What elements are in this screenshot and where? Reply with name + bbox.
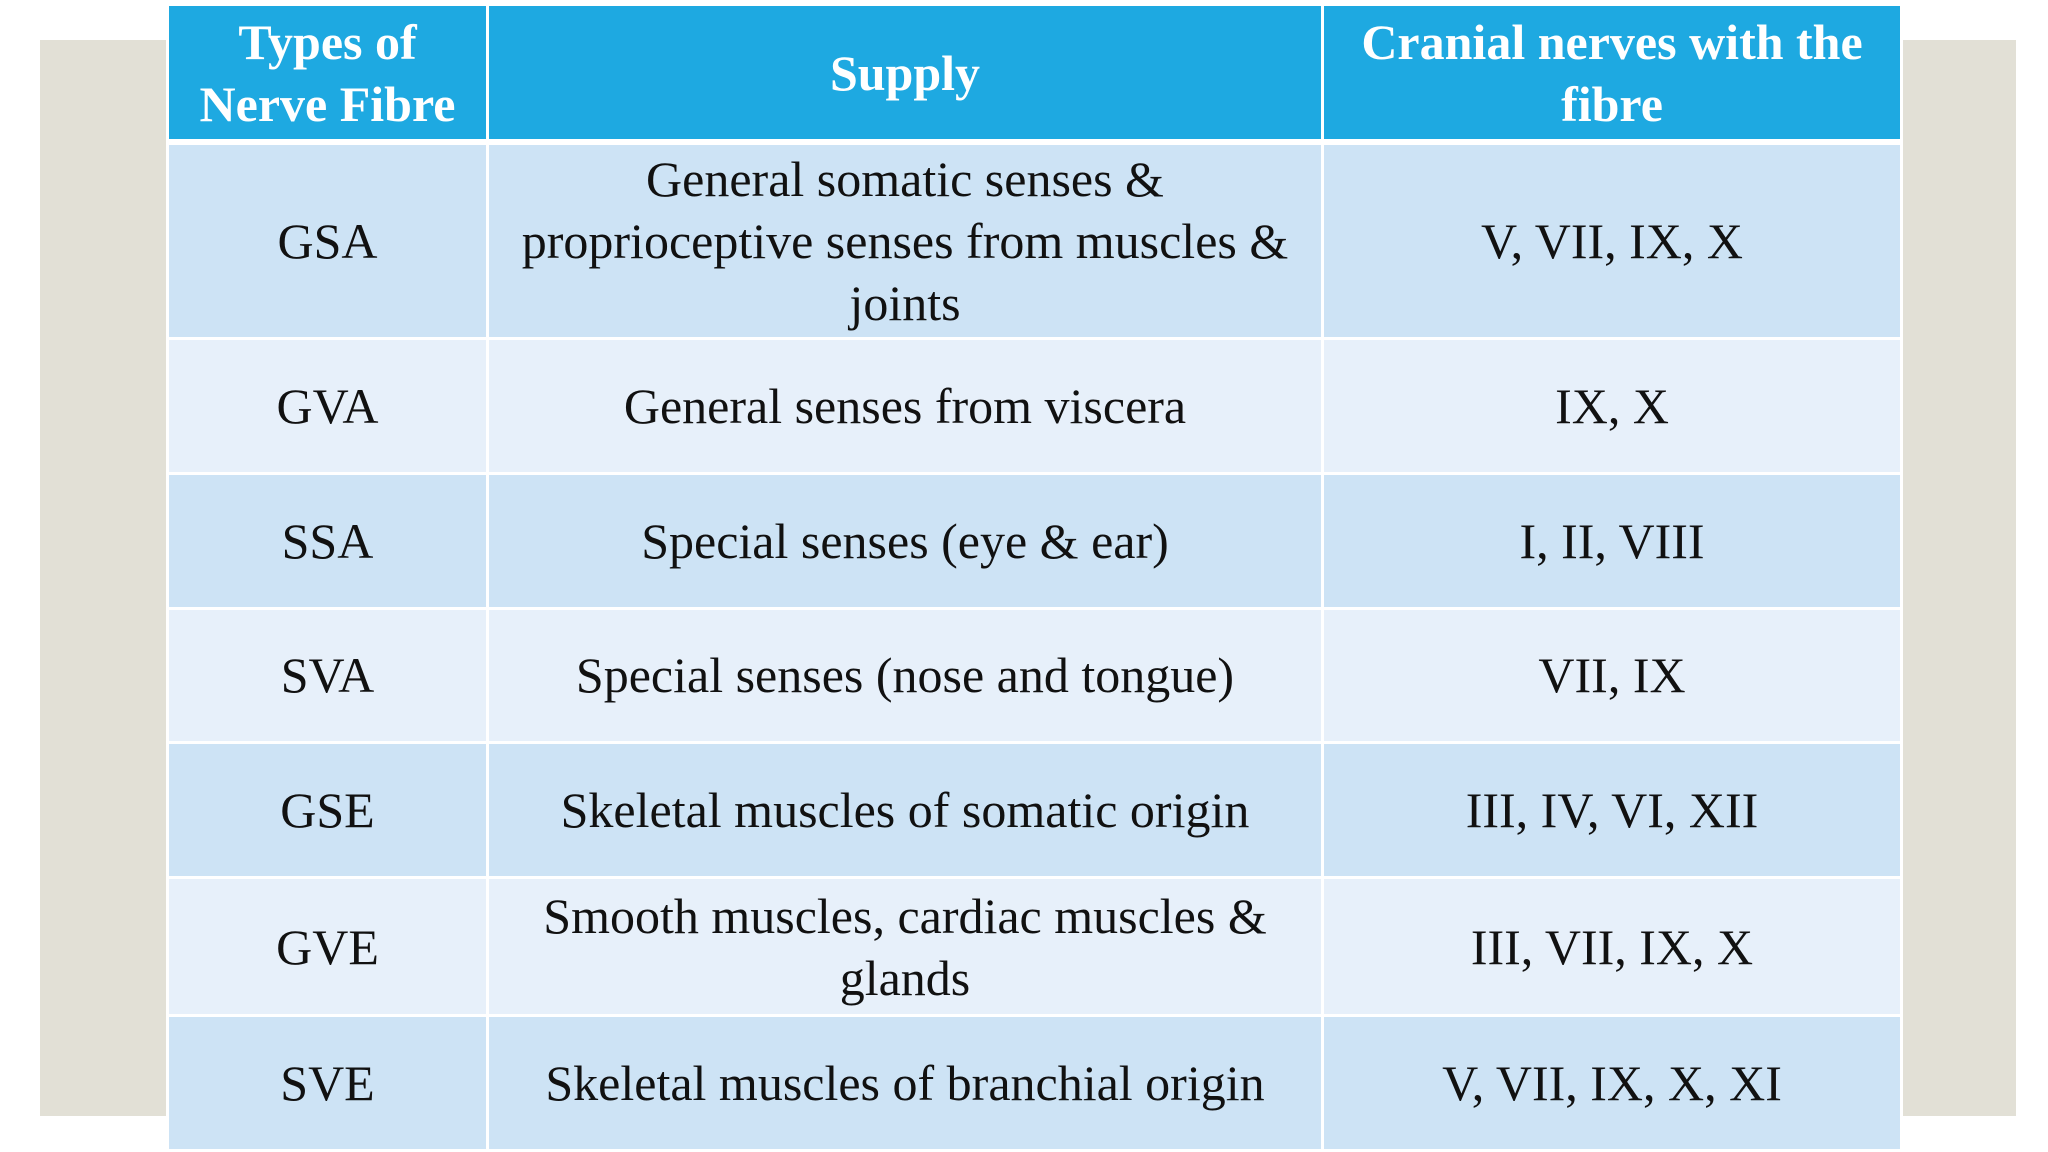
cell-supply: General senses from viscera [486,337,1324,475]
cell-supply: Skeletal muscles of branchial origin [486,1014,1324,1152]
cell-nerves: V, VII, IX, X, XI [1321,1014,1903,1152]
nerve-fibre-table-container: Types of Nerve Fibre Supply Cranial nerv… [166,6,1903,1152]
table-row: GVA General senses from viscera IX, X [166,337,1903,475]
cell-supply: Special senses (eye & ear) [486,471,1324,610]
cell-supply: General somatic senses & proprioceptive … [486,140,1324,341]
cell-type: SVA [166,606,489,745]
cell-nerves: IX, X [1321,337,1903,475]
cell-type: GSA [166,140,489,341]
cell-type: SSA [166,471,489,610]
cell-nerves: V, VII, IX, X [1321,140,1903,341]
header-supply: Supply [486,6,1324,145]
cell-type: GSE [166,741,489,879]
table-row: GSA General somatic senses & propriocept… [166,140,1903,341]
cell-type: GVE [166,875,489,1018]
table-row: SVE Skeletal muscles of branchial origin… [166,1014,1903,1152]
header-type: Types of Nerve Fibre [166,6,489,145]
header-cranial-nerves: Cranial nerves with the fibre [1321,6,1903,145]
cell-nerves: I, II, VIII [1321,471,1903,610]
table-row: SSA Special senses (eye & ear) I, II, VI… [166,471,1903,610]
table-row: SVA Special senses (nose and tongue) VII… [166,606,1903,745]
cell-nerves: VII, IX [1321,606,1903,745]
cell-supply: Smooth muscles, cardiac muscles & glands [486,875,1324,1018]
table-row: GVE Smooth muscles, cardiac muscles & gl… [166,875,1903,1018]
cell-supply: Special senses (nose and tongue) [486,606,1324,745]
cell-type: GVA [166,337,489,475]
cell-type: SVE [166,1014,489,1152]
table-header-row: Types of Nerve Fibre Supply Cranial nerv… [166,6,1903,145]
cell-supply: Skeletal muscles of somatic origin [486,741,1324,879]
table-row: GSE Skeletal muscles of somatic origin I… [166,741,1903,879]
nerve-fibre-table: Types of Nerve Fibre Supply Cranial nerv… [166,6,1903,1152]
cell-nerves: III, VII, IX, X [1321,875,1903,1018]
cell-nerves: III, IV, VI, XII [1321,741,1903,879]
